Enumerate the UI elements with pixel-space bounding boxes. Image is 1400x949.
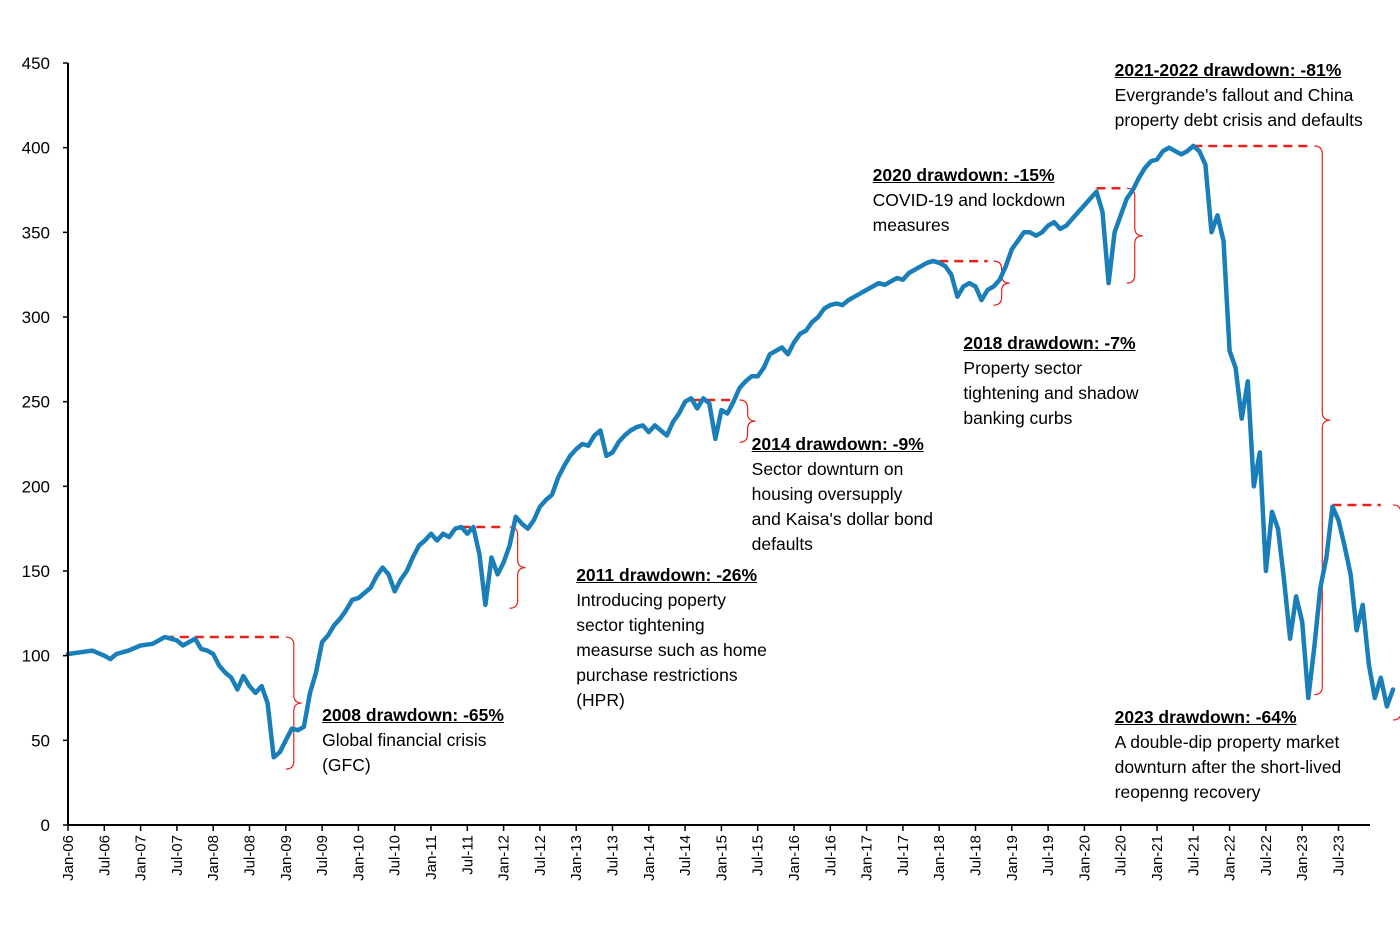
- annotation-block: 2018 drawdown: -7% Property sector tighte…: [963, 331, 1138, 431]
- annotation-text: Property sector tightening and shadow ba…: [963, 357, 1139, 428]
- annotation-block: 2008 drawdown: -65% Global financial cris…: [322, 703, 504, 778]
- x-tick-label: Jul-12: [532, 835, 549, 876]
- annotation-block: 2023 drawdown: -64% A double-dip property…: [1115, 705, 1342, 805]
- x-tick-label: Jan-17: [859, 835, 876, 881]
- x-tick-label: Jul-09: [314, 835, 331, 876]
- x-tick-label: Jul-15: [750, 835, 767, 876]
- annotation-text: A double-dip property market downturn af…: [1114, 731, 1342, 802]
- annotation-block: 2021-2022 drawdown: -81% Evergrande's fal…: [1115, 58, 1363, 133]
- x-tick-label: Jan-06: [60, 835, 77, 881]
- annotation-text: Introducing poperty sector tightening me…: [576, 589, 767, 710]
- x-tick-label: Jul-18: [968, 835, 985, 876]
- annotation-block: 2014 drawdown: -9% Sector downturn on hou…: [752, 432, 933, 557]
- drawdown-bracket: [509, 526, 526, 609]
- annotation-text: Global financial crisis (GFC): [322, 730, 487, 776]
- annotation-text: Evergrande's fallout and China property …: [1114, 84, 1363, 130]
- x-tick-label: Jan-08: [205, 835, 222, 881]
- x-tick-label: Jul-23: [1331, 835, 1348, 876]
- drawdown-bracket: [739, 399, 756, 443]
- x-tick-label: Jul-16: [822, 835, 839, 876]
- y-tick-label: 150: [22, 562, 50, 581]
- x-tick-label: Jan-14: [641, 835, 658, 881]
- x-tick-label: Jan-13: [568, 835, 585, 881]
- x-tick-label: Jan-11: [423, 835, 440, 880]
- series-layer: [65, 143, 1396, 760]
- x-tick-label: Jan-20: [1076, 835, 1093, 881]
- y-tick-label: 300: [22, 308, 50, 327]
- x-tick-label: Jul-07: [169, 835, 186, 876]
- x-tick-label: Jul-10: [387, 835, 404, 876]
- x-tick-label: Jul-14: [677, 835, 694, 876]
- x-tick-label: Jan-18: [931, 835, 948, 881]
- annotation-title: 2018 drawdown: -7%: [963, 332, 1136, 353]
- drawdown-bracket: [993, 260, 1010, 306]
- x-tick-label: Jan-09: [278, 835, 295, 881]
- annotation-text: COVID-19 and lockdown measures: [872, 189, 1066, 235]
- y-tick-label: 400: [22, 139, 50, 158]
- y-tick-label: 250: [22, 393, 50, 412]
- x-tick-label: Jan-21: [1149, 835, 1166, 881]
- x-tick-label: Jul-13: [605, 835, 622, 876]
- y-tick-label: 50: [31, 731, 50, 750]
- annotation-title: 2014 drawdown: -9%: [751, 434, 924, 455]
- x-tick-label: Jan-10: [350, 835, 367, 881]
- annotation-block: 2011 drawdown: -26% Introducing poperty s…: [576, 563, 767, 713]
- annotation-title: 2021-2022 drawdown: -81%: [1114, 59, 1342, 80]
- x-tick-label: Jul-06: [96, 835, 113, 876]
- x-tick-label: Jul-19: [1040, 835, 1057, 876]
- y-tick-label: 100: [22, 647, 50, 666]
- annotation-text: Sector downturn on housing oversupply an…: [751, 459, 934, 555]
- x-tick-label: Jul-11: [459, 835, 476, 875]
- drawdown-brackets: [164, 144, 1400, 770]
- x-tick-label: Jul-22: [1258, 835, 1275, 876]
- x-tick-label: Jan-23: [1294, 835, 1311, 881]
- x-tick-label: Jul-08: [242, 835, 259, 876]
- x-tick-label: Jan-22: [1222, 835, 1239, 881]
- x-tick-label: Jul-21: [1185, 835, 1202, 876]
- axes: 0 50 100 150 200 250 300 350 400 450 Jan-06 Jul-06 J…: [22, 54, 1370, 881]
- x-tick-label: Jul-20: [1113, 835, 1130, 876]
- drawdown-bracket: [1314, 145, 1331, 696]
- annotation-block: 2020 drawdown: -15% COVID-19 and lockdown…: [873, 163, 1066, 238]
- x-tick-label: Jan-07: [133, 835, 150, 881]
- annotation-title: 2011 drawdown: -26%: [576, 564, 758, 585]
- y-tick-label: 0: [41, 816, 50, 835]
- x-tick-label: Jan-12: [496, 835, 513, 881]
- annotation-title: 2023 drawdown: -64%: [1114, 706, 1297, 727]
- x-tick-label: Jan-19: [1004, 835, 1021, 881]
- annotation-title: 2008 drawdown: -65%: [322, 705, 504, 726]
- drawdown-bracket: [285, 636, 302, 770]
- x-tick-label: Jan-15: [713, 835, 730, 881]
- y-tick-label: 200: [22, 477, 50, 496]
- drawdown-bracket: [1126, 187, 1143, 284]
- x-tick-label: Jan-16: [786, 835, 803, 881]
- series-line-0: [65, 143, 1396, 760]
- annotation-title: 2020 drawdown: -15%: [872, 164, 1055, 185]
- y-tick-label: 450: [22, 54, 50, 73]
- y-tick-label: 350: [22, 223, 50, 242]
- x-tick-label: Jul-17: [895, 835, 912, 876]
